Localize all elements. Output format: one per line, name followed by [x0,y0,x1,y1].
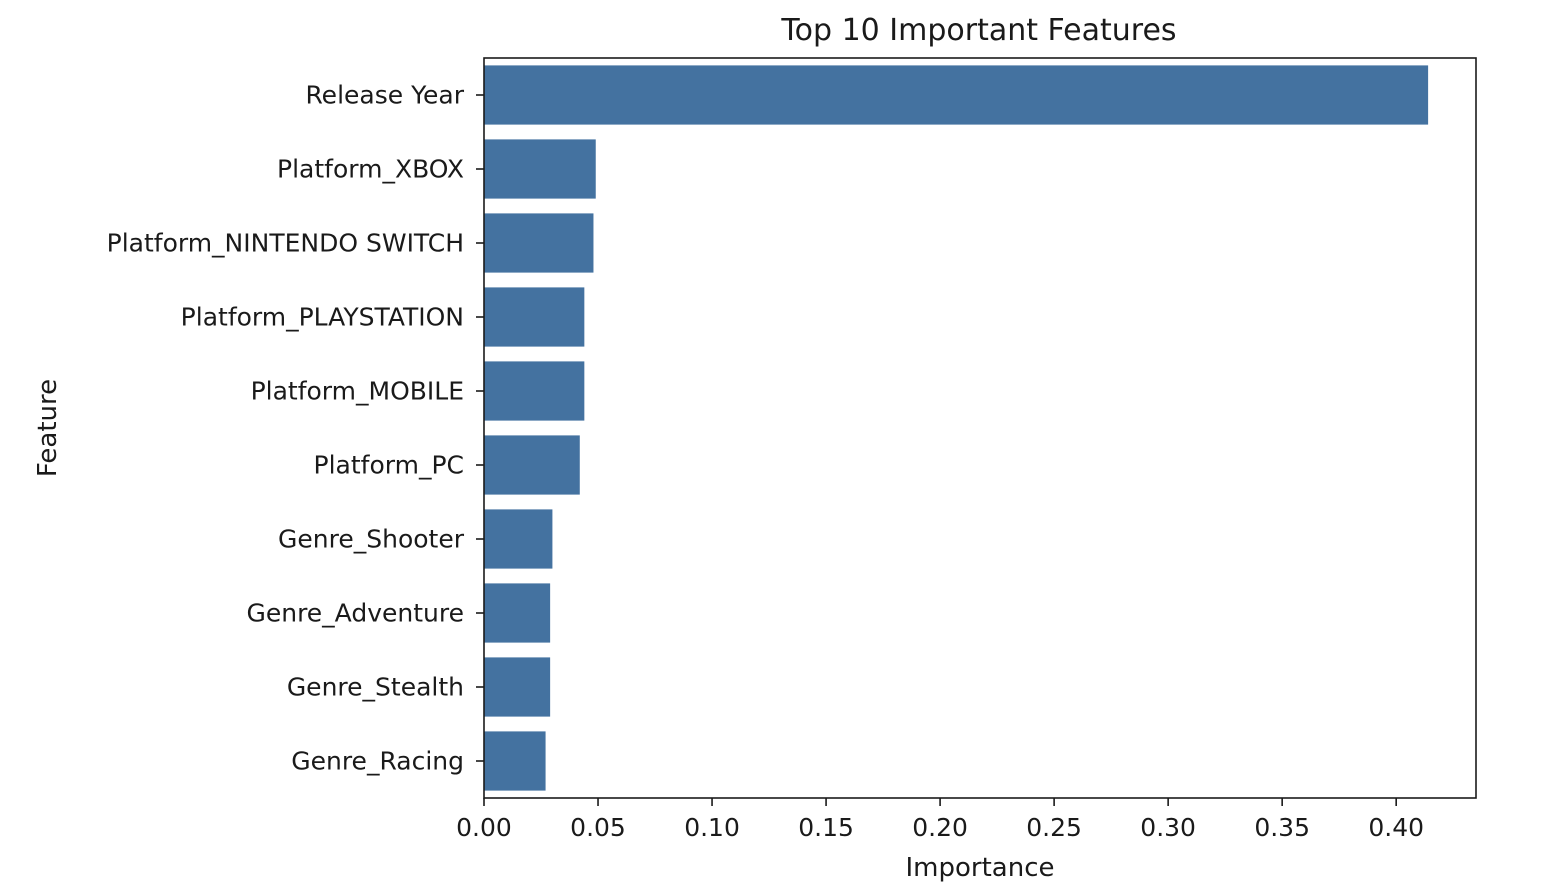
bar-0 [484,65,1429,125]
x-axis-ticks: 0.00 0.05 0.10 0.15 0.20 0.25 0.30 0.35 0.40 [456,798,1424,842]
y-tick-label: Platform_MOBILE [251,377,464,406]
bar-1 [484,139,596,199]
y-tick-label: Genre_Stealth [287,673,464,702]
bar-2 [484,213,594,273]
y-tick-label: Platform_XBOX [277,155,464,184]
x-axis-title: Importance [906,853,1055,883]
y-tick-label: Release Year [305,81,464,110]
bar-5 [484,435,580,495]
plot-frame [483,57,1477,799]
y-tick-label: Platform_PC [314,451,464,480]
y-tick-label: Platform_NINTENDO SWITCH [107,229,464,258]
x-tick-label: 0.25 [1026,813,1082,842]
x-tick-label: 0.00 [456,813,512,842]
bar-7 [484,583,551,643]
x-tick-label: 0.30 [1140,813,1196,842]
y-tick-label: Platform_PLAYSTATION [181,303,464,332]
bar-3 [484,287,585,347]
y-tick-label: Genre_Adventure [246,599,464,628]
x-tick-label: 0.40 [1368,813,1424,842]
y-axis-title: Feature [33,379,63,477]
y-axis-ticks: Release Year Platform_XBOX Platform_NINTEN… [107,81,484,776]
x-tick-label: 0.05 [570,813,626,842]
bars-group [484,65,1429,791]
y-tick-label: Genre_Shooter [278,525,465,554]
x-tick-label: 0.35 [1254,813,1310,842]
bar-8 [484,657,551,717]
x-tick-label: 0.15 [798,813,854,842]
bar-9 [484,731,546,791]
chart-title: Top 10 Important Features [780,13,1176,48]
bar-6 [484,509,553,569]
x-tick-label: 0.20 [912,813,968,842]
bar-4 [484,361,585,421]
y-tick-label: Genre_Racing [291,747,464,776]
x-tick-label: 0.10 [684,813,740,842]
